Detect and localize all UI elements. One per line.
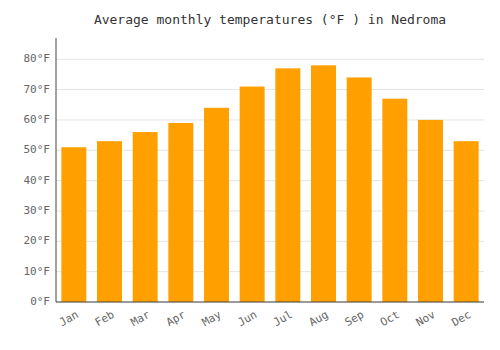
bar [347, 77, 372, 302]
grid-line [56, 302, 484, 303]
y-tick-label: 80°F [24, 52, 51, 65]
x-tick-label: Oct [378, 308, 402, 329]
bar [204, 108, 229, 302]
x-tick-labels: Jan Feb Mar Apr May Jun Jul Aug Sep Oct Nov Dec [57, 308, 473, 329]
y-tick-labels: 0°F 10°F 20°F 30°F 40°F 50°F 60°F 70°F 80°F [24, 52, 51, 308]
x-tick-label: Nov [414, 308, 438, 329]
bar [133, 132, 158, 302]
x-tick-label: Jul [271, 308, 295, 329]
bar [240, 87, 265, 302]
y-tick-label: 70°F [24, 83, 51, 96]
chart: 0°F 10°F 20°F 30°F 40°F 50°F 60°F 70°F 80°F Jan Fe… [0, 0, 500, 350]
bar [311, 65, 336, 302]
grid [56, 59, 484, 302]
x-tick-label: Jan [57, 308, 81, 329]
x-tick-label: May [200, 308, 224, 329]
bar [168, 123, 193, 302]
x-tick-label: Mar [128, 308, 152, 329]
x-axis-line [56, 302, 484, 303]
bar [382, 99, 407, 302]
grid-line [56, 59, 484, 60]
y-tick-label: 10°F [24, 265, 51, 278]
bar [454, 141, 479, 302]
bar [275, 68, 300, 302]
x-tick-label: Aug [307, 308, 331, 329]
x-tick-label: Jun [235, 308, 259, 329]
y-axis-line [56, 38, 57, 302]
bars [61, 65, 478, 302]
y-tick-label: 40°F [24, 174, 51, 187]
bar [418, 120, 443, 302]
y-tick-label: 60°F [24, 113, 51, 126]
y-tick-label: 30°F [24, 204, 51, 217]
bar [61, 147, 86, 302]
grid-line [56, 89, 484, 90]
y-tick-label: 20°F [24, 234, 51, 247]
x-tick-label: Dec [449, 308, 473, 329]
x-tick-label: Sep [342, 308, 366, 329]
y-tick-label: 0°F [30, 295, 50, 308]
x-tick-label: Apr [164, 308, 188, 329]
y-tick-label: 50°F [24, 143, 51, 156]
title: Average monthly temperatures (°F ) in Ne… [94, 12, 446, 27]
x-tick-label: Feb [93, 308, 117, 329]
bar [97, 141, 122, 302]
